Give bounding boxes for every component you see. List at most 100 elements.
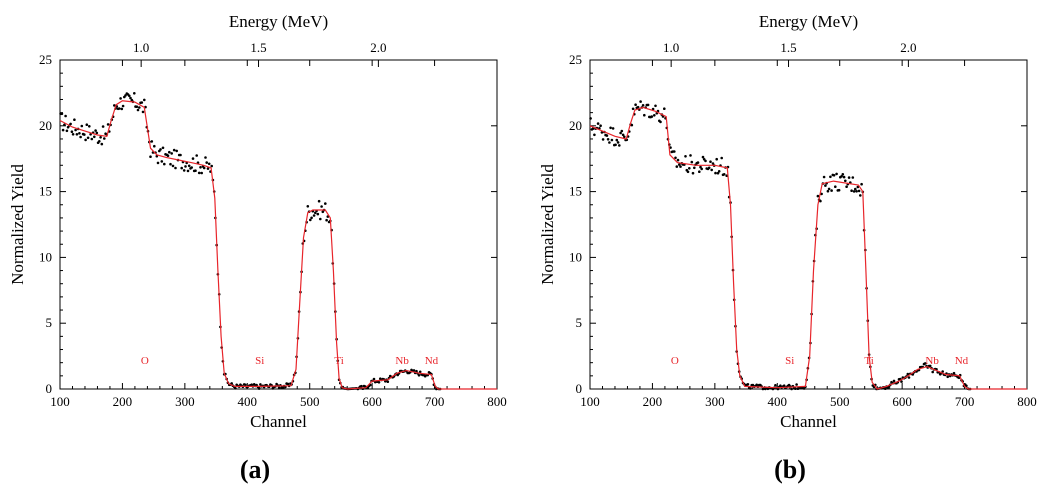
y-tick-label: 5: [576, 315, 583, 330]
data-point: [79, 135, 82, 139]
chart-panel-b: 100 200 300 400 500 600 700 800 0 5 10 15 20 25 1.0 1.5…: [538, 12, 1037, 484]
data-point: [372, 377, 376, 381]
data-point: [169, 162, 172, 166]
y-tick-label: 20: [39, 118, 52, 133]
data-point: [686, 170, 690, 174]
data-point: [133, 92, 136, 95]
x-tick-label: 700: [425, 394, 445, 409]
data-point: [186, 169, 190, 173]
data-point: [847, 176, 851, 179]
data-point: [651, 107, 655, 111]
data-point: [717, 170, 721, 173]
data-point: [774, 384, 777, 387]
data-point: [163, 162, 166, 166]
data-point: [118, 107, 121, 110]
data-point: [845, 185, 848, 188]
data-point: [160, 160, 164, 163]
data-point: [714, 171, 717, 175]
data-point: [141, 110, 145, 114]
data-point: [720, 156, 723, 160]
data-point: [319, 217, 322, 221]
data-point: [106, 123, 110, 126]
data-point: [834, 185, 837, 188]
element-label-nb: Nb: [395, 355, 409, 367]
data-point: [60, 112, 64, 116]
data-point: [589, 117, 592, 120]
fit-curve: [589, 106, 1027, 390]
data-point: [309, 218, 312, 222]
data-point: [90, 137, 94, 141]
data-point: [609, 126, 612, 130]
data-point: [615, 138, 619, 142]
data-point: [83, 133, 86, 136]
data-point: [180, 166, 183, 170]
data-points: [59, 92, 442, 391]
data-point: [386, 380, 390, 384]
data-point: [314, 211, 317, 215]
data-point: [259, 383, 262, 386]
data-point: [663, 107, 666, 110]
data-point: [182, 169, 186, 172]
data-point: [207, 162, 211, 166]
data-point: [73, 118, 76, 121]
data-point: [716, 171, 720, 175]
data-point: [641, 104, 645, 107]
data-point: [170, 152, 173, 155]
data-point: [149, 155, 152, 158]
data-point: [676, 158, 680, 162]
data-point: [946, 375, 949, 379]
data-point: [84, 138, 87, 142]
data-point: [693, 166, 696, 170]
data-point: [928, 364, 932, 368]
data-point: [71, 133, 75, 136]
element-label-ti: Ti: [864, 355, 873, 367]
data-point: [128, 94, 131, 98]
y-tick-label: 0: [46, 381, 53, 396]
energy-tick-label: 2.0: [370, 40, 386, 55]
data-point: [674, 156, 677, 160]
data-point: [605, 134, 609, 137]
data-point: [140, 101, 144, 104]
data-point: [113, 104, 116, 107]
data-point: [415, 369, 418, 373]
energy-tick-label: 1.0: [663, 40, 679, 55]
data-point: [70, 130, 74, 133]
data-point: [827, 187, 831, 191]
data-point: [820, 192, 823, 196]
data-point: [119, 97, 122, 100]
data-point: [230, 382, 233, 385]
x-tick-label: 100: [580, 394, 600, 409]
data-point: [257, 387, 261, 390]
data-point: [69, 122, 72, 126]
data-point: [619, 131, 622, 135]
data-point: [179, 153, 182, 157]
data-point: [841, 173, 845, 176]
data-point: [710, 168, 713, 172]
data-point: [174, 166, 177, 170]
data-point: [166, 154, 170, 157]
data-point: [941, 370, 944, 373]
data-point: [98, 140, 101, 143]
data-point: [700, 167, 703, 171]
element-label-o: O: [141, 355, 149, 367]
x-tick-label: 400: [768, 394, 788, 409]
data-point: [418, 370, 422, 374]
plot-frame: [59, 59, 498, 390]
data-point: [816, 194, 820, 198]
data-point: [840, 175, 843, 178]
x-tick-label: 400: [238, 394, 258, 409]
data-point: [643, 113, 646, 117]
data-point: [204, 156, 207, 159]
chart-panel-a: 100 200 300 400 500 600 700 800 0 5 10 15 20 25 1.0 1.5…: [8, 12, 507, 484]
data-point: [277, 386, 281, 390]
data-point: [826, 189, 830, 193]
x-tick-label: 500: [830, 394, 850, 409]
data-point: [688, 167, 691, 170]
data-point: [63, 123, 66, 127]
y-axis-title: Normalized Yield: [8, 164, 27, 285]
data-point: [650, 115, 654, 118]
data-point: [654, 104, 657, 108]
y-axis-title: Normalized Yield: [538, 164, 557, 285]
plot-frame: [589, 59, 1028, 390]
data-point: [135, 105, 139, 108]
